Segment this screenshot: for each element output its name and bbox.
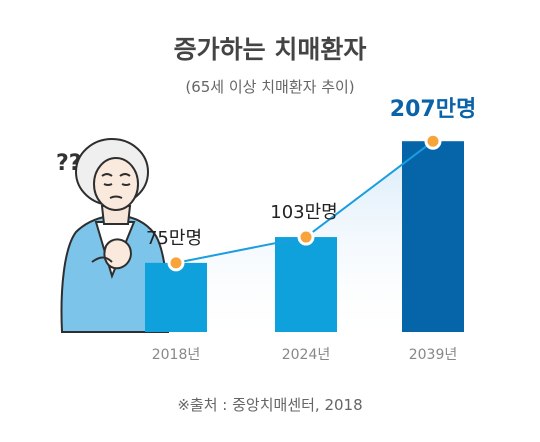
value-label-2039: 207만명 — [390, 97, 476, 122]
point-marker-2039 — [424, 132, 442, 150]
value-label-2018: 75만명 — [146, 228, 202, 249]
tick-label-2018: 2018년 — [152, 347, 201, 363]
worried-elderly-woman-illustration: ?? — [56, 138, 170, 333]
bar-2039 — [402, 141, 464, 332]
source-note: ※출처 : 중앙치매센터, 2018 — [177, 396, 362, 414]
point-marker-2018 — [167, 254, 185, 272]
bar-2018 — [145, 262, 207, 332]
tick-label-2039: 2039년 — [409, 347, 458, 363]
chart-title: 증가하는 치매환자 — [174, 35, 367, 64]
value-label-2024: 103만명 — [270, 202, 337, 223]
point-marker-2024 — [297, 228, 315, 246]
trend-area — [176, 141, 433, 332]
chart-subtitle: (65세 이상 치매환자 추이) — [185, 78, 354, 96]
tick-label-2024: 2024년 — [282, 347, 331, 363]
bar-2024 — [275, 237, 337, 332]
